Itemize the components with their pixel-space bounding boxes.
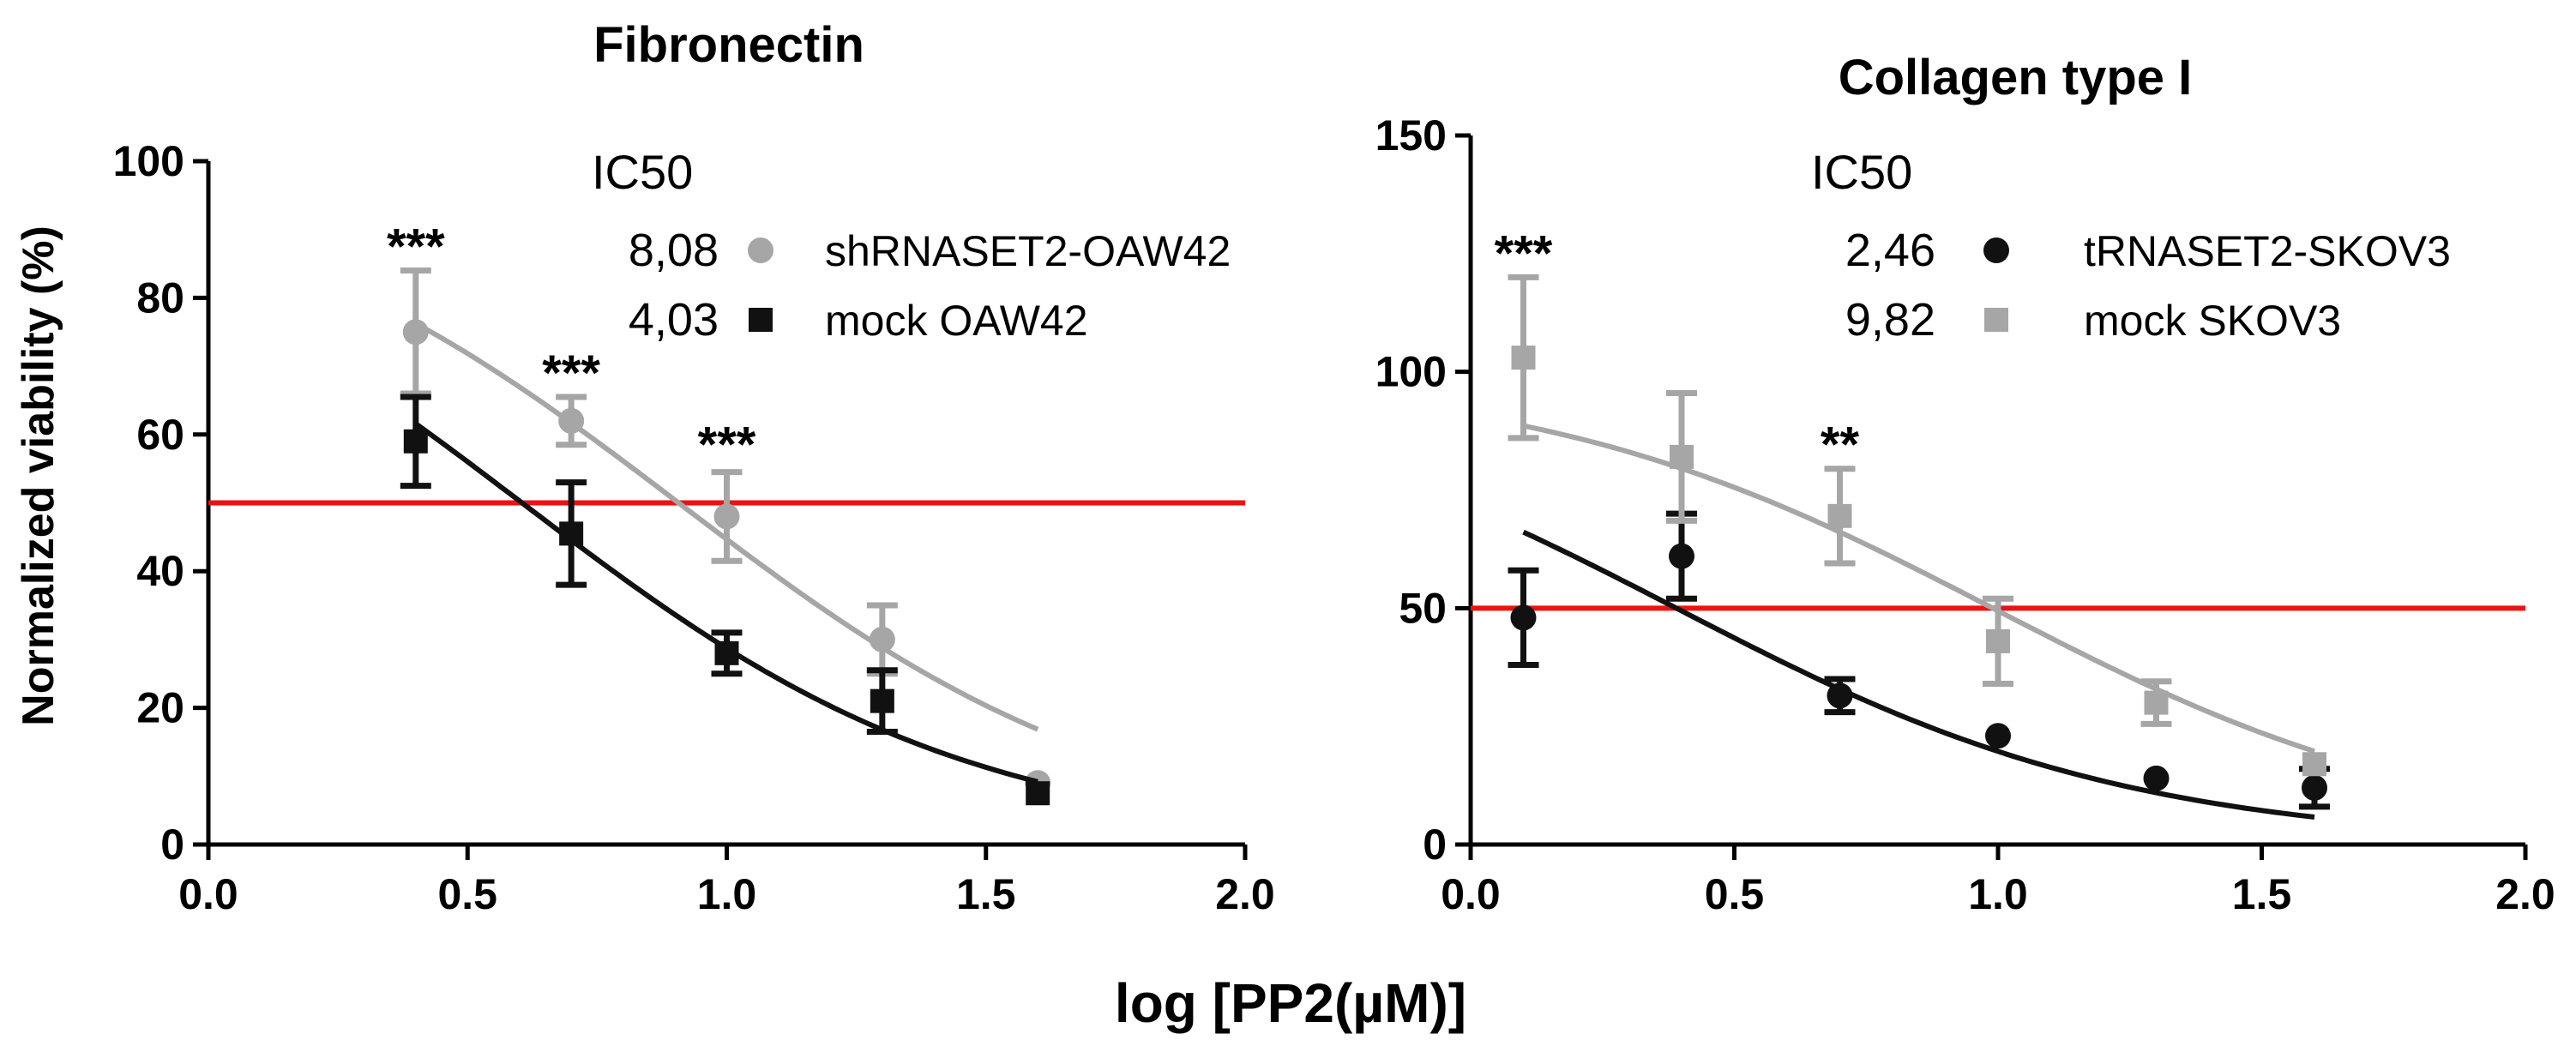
y-tick-label: 60 xyxy=(136,411,184,459)
series-mock OAW42 xyxy=(400,394,1050,806)
y-tick-label: 150 xyxy=(1375,111,1447,159)
legend-marker xyxy=(1983,237,2009,263)
data-point xyxy=(870,688,894,713)
data-point xyxy=(1669,543,1694,569)
shared-x-axis-label: log [PP2(µM)] xyxy=(1115,972,1466,1034)
data-point xyxy=(2143,765,2170,791)
data-point xyxy=(1827,682,1853,709)
data-point xyxy=(403,429,428,454)
significance-annotation: *** xyxy=(542,346,600,401)
legend-series-name: mock SKOV3 xyxy=(2084,297,2341,345)
data-point xyxy=(1026,781,1050,806)
panel-fibronectin: Fibronectin 0 20 40 60 80 100 0.0 0.5 1.0 1.5 2.0 8,… xyxy=(113,17,1275,918)
legend-series-name: tRNASET2-SKOV3 xyxy=(2084,227,2451,275)
data-point xyxy=(2302,752,2326,777)
y-tick-label: 0 xyxy=(1423,821,1447,869)
x-tick-label: 1.0 xyxy=(697,870,757,918)
x-tick-label: 1.0 xyxy=(1968,870,2028,918)
x-tick-label: 0.5 xyxy=(437,870,497,918)
y-tick-label: 80 xyxy=(136,274,184,322)
data-point xyxy=(1670,444,1694,469)
legend-ic50-value: 2,46 xyxy=(1845,225,1935,276)
significance-annotation: ** xyxy=(1821,418,1860,473)
y-tick-label: 40 xyxy=(136,547,184,595)
significance-annotation: *** xyxy=(387,219,445,275)
y-tick-label: 20 xyxy=(136,684,184,732)
series-shRNASET2-OAW42 xyxy=(400,268,1051,797)
data-point xyxy=(2302,774,2327,801)
legend-marker xyxy=(748,237,773,263)
data-point xyxy=(1986,628,2010,653)
x-tick-label: 0.5 xyxy=(1705,870,1765,918)
legend-header: IC50 xyxy=(592,145,693,199)
legend-ic50-value: 4,03 xyxy=(629,294,719,346)
chart-title: Collagen type I xyxy=(1839,50,2193,105)
data-point xyxy=(402,319,429,346)
legend-ic50-value: 8,08 xyxy=(629,225,719,276)
legend-series-name: shRNASET2-OAW42 xyxy=(825,227,1231,275)
x-tick-label: 0.0 xyxy=(178,870,238,918)
data-point xyxy=(2144,690,2169,715)
legend-marker xyxy=(1984,308,2008,332)
x-tick-label: 0.0 xyxy=(1441,870,1501,918)
shared-y-axis-label: Normalized viability (%) xyxy=(14,225,63,726)
series-tRNASET2-SKOV3 xyxy=(1508,510,2330,820)
fit-curve xyxy=(1522,423,2315,754)
x-tick-label: 1.5 xyxy=(2232,870,2292,918)
fit-curve xyxy=(1522,529,2315,820)
data-point xyxy=(869,626,895,652)
y-tick-label: 0 xyxy=(160,821,184,869)
data-point xyxy=(714,640,739,665)
y-tick-label: 50 xyxy=(1399,584,1447,632)
legend-ic50-value: 9,82 xyxy=(1845,294,1935,346)
data-point xyxy=(559,521,584,546)
data-point xyxy=(713,503,740,530)
x-tick-label: 1.5 xyxy=(956,870,1016,918)
data-point xyxy=(1510,604,1537,631)
legend-series-name: mock OAW42 xyxy=(825,297,1088,345)
legend-header: IC50 xyxy=(1811,145,1912,199)
series-mock SKOV3 xyxy=(1508,274,2326,777)
y-tick-label: 100 xyxy=(113,137,184,185)
significance-annotation: *** xyxy=(698,418,756,473)
data-point xyxy=(558,407,585,434)
legend-marker xyxy=(749,308,773,332)
x-tick-label: 2.0 xyxy=(2495,870,2555,918)
y-tick-label: 100 xyxy=(1375,348,1447,396)
data-point xyxy=(1511,346,1536,370)
x-tick-label: 2.0 xyxy=(1215,870,1275,918)
data-point xyxy=(1985,723,2011,749)
significance-annotation: *** xyxy=(1495,225,1553,281)
data-point xyxy=(1827,503,1852,528)
chart-title: Fibronectin xyxy=(593,17,864,73)
panel-collagen-type-i: Collagen type I 0 50 100 150 0.0 0.5 1.0 1.5 2.0 2… xyxy=(1375,50,2555,918)
